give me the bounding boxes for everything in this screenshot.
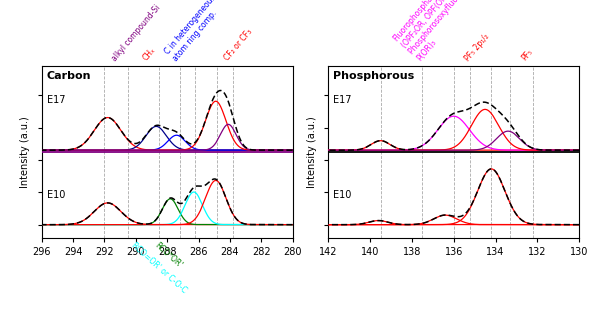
Text: Phosphorous: Phosphorous [333,71,414,81]
Text: E17: E17 [333,95,352,105]
Text: Carbon: Carbon [47,71,91,81]
Text: E10: E10 [333,190,352,200]
Text: RCO=OR' or C-O-C: RCO=OR' or C-O-C [130,241,189,295]
Text: CF₂ or CF₃: CF₂ or CF₃ [223,28,254,63]
Text: PF₅: PF₅ [520,48,535,63]
Text: Fluorophosphates
(OPF₂OR, OPF(OR)₂) or
Phosphorosoxyfluoride (OPF₂)
P(OR)₃: Fluorophosphates (OPF₂OR, OPF(OR)₂) or P… [392,0,496,63]
Y-axis label: Intensity (a.u.): Intensity (a.u.) [306,116,316,188]
Text: RCO*OR': RCO*OR' [153,241,184,270]
Text: CHₓ: CHₓ [141,46,158,63]
Text: alkyl compound-Si: alkyl compound-Si [110,3,162,63]
Text: C in heterogeneous
atom ring comp.: C in heterogeneous atom ring comp. [163,0,226,63]
Text: PF₅ 2p₁/₂: PF₅ 2p₁/₂ [463,32,491,63]
Y-axis label: Intensity (a.u.): Intensity (a.u.) [20,116,30,188]
Text: E17: E17 [47,95,65,105]
Text: E10: E10 [47,190,65,200]
